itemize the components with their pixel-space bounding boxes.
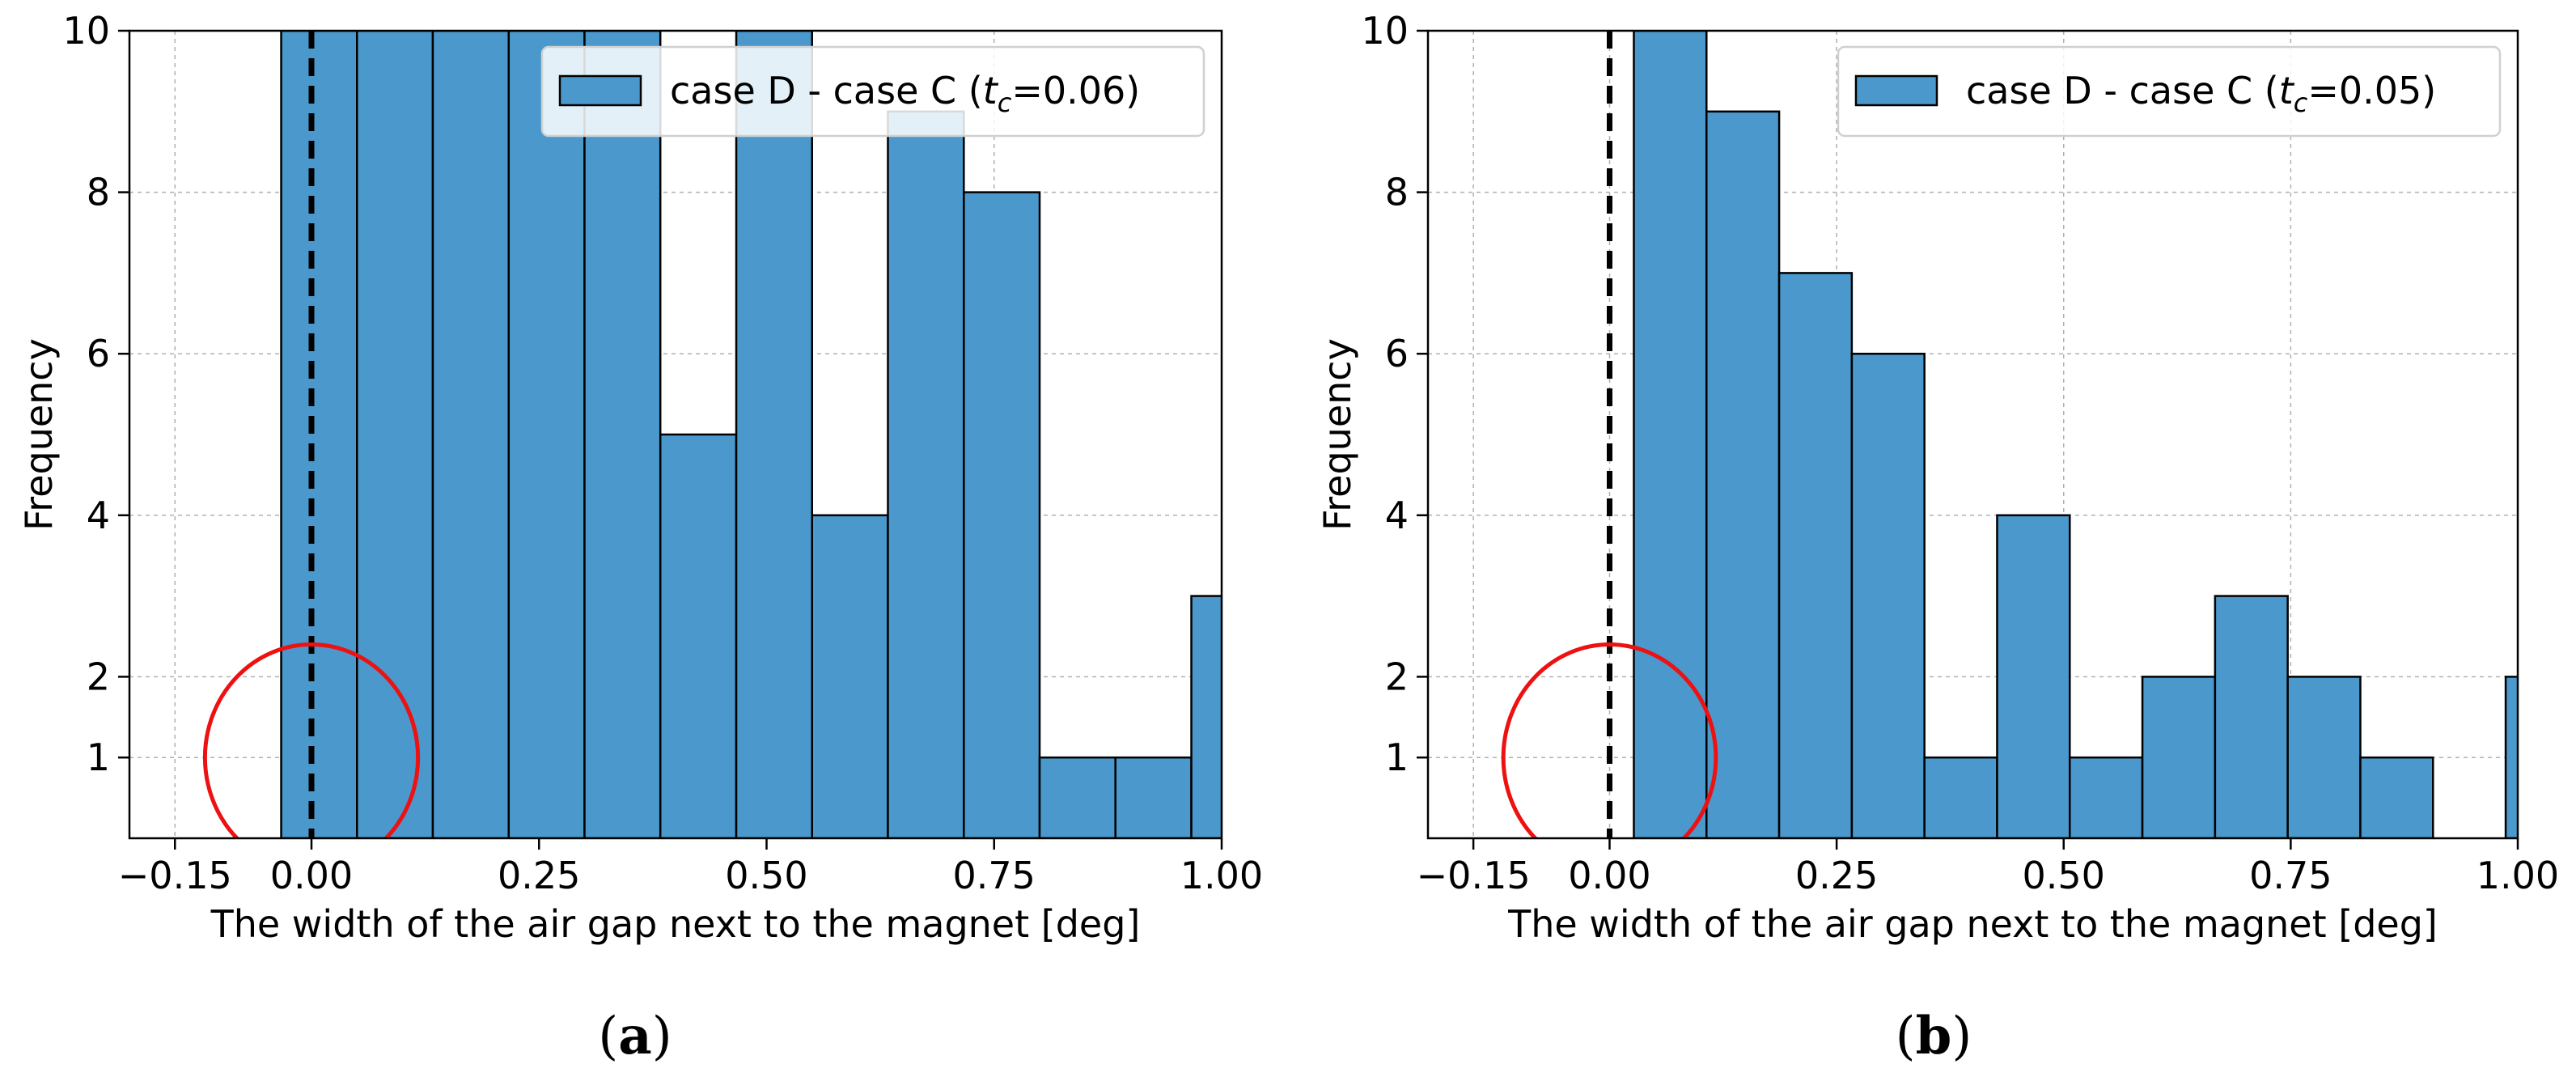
- y-tick-label: 2: [87, 655, 110, 698]
- annotation-circle-group: [1501, 642, 1718, 838]
- histogram-bars: [1633, 31, 2518, 838]
- histogram-bar: [1633, 31, 1708, 838]
- annotation-circle: [1501, 642, 1718, 838]
- y-tick-label: 2: [1385, 655, 1409, 698]
- panel-label: (a): [598, 1006, 672, 1066]
- annotation-circle-group: [202, 642, 421, 838]
- legend-label: case D - case C (tc=0.06): [670, 69, 1140, 118]
- legend-var: t: [983, 69, 999, 112]
- histogram-bar: [1777, 272, 1854, 838]
- legend-suffix: =0.05): [2307, 69, 2436, 112]
- x-tick-label: −0.15: [118, 854, 232, 897]
- histogram-bar: [583, 31, 662, 838]
- panel-label-close: ): [652, 1007, 672, 1066]
- x-axis-label: The width of the air gap next to the mag…: [210, 902, 1141, 946]
- histogram-bar: [280, 31, 358, 838]
- y-tick-label: 1: [1385, 736, 1409, 779]
- x-tick-label: −0.15: [1417, 854, 1531, 897]
- x-tick-label: 0.50: [2023, 854, 2105, 897]
- legend-suffix: =0.06): [1011, 69, 1140, 112]
- annotation-circle: [202, 642, 421, 838]
- x-tick-label: 0.50: [725, 854, 807, 897]
- histogram-bar: [811, 514, 889, 838]
- histogram-bar: [735, 31, 813, 838]
- panel-label-close: ): [1951, 1007, 1972, 1066]
- y-tick-label: 6: [87, 332, 110, 375]
- legend-subscript: c: [2294, 87, 2308, 118]
- plot-frame: [128, 29, 1223, 840]
- panel-label-letter: a: [618, 1006, 651, 1066]
- y-axis-label: Frequency: [17, 338, 61, 531]
- y-tick-label: 6: [1385, 332, 1409, 375]
- chart-panel-b: −0.15 0.00 0.25 0.50 0.75 1.00 1 2 4 6 8 10 The widt…: [1316, 9, 2559, 1066]
- panel-label-open: (: [1896, 1007, 1916, 1066]
- histogram-bar: [1850, 352, 1926, 838]
- x-tick-label: 0.00: [270, 854, 353, 897]
- y-tick-label: 10: [62, 9, 110, 53]
- x-tick-label: 0.25: [498, 854, 580, 897]
- histogram-bar: [2141, 676, 2217, 838]
- y-tick-label: 4: [1385, 494, 1409, 537]
- legend: case D - case C (tc=0.06): [540, 45, 1205, 138]
- x-tick-label: 0.00: [1568, 854, 1650, 897]
- histogram-bar: [2286, 676, 2362, 838]
- y-tick-label: 10: [1361, 9, 1409, 53]
- legend-frame: [540, 45, 1205, 138]
- x-tick-label: 0.25: [1795, 854, 1878, 897]
- plot-frame: [1426, 29, 2519, 840]
- histogram-bar: [431, 31, 511, 838]
- legend: case D - case C (tc=0.05): [1837, 45, 2502, 138]
- x-tick-label: 1.00: [2476, 854, 2559, 897]
- histogram-bar: [2069, 756, 2144, 838]
- y-tick-label: 4: [87, 494, 110, 537]
- legend-label: case D - case C (tc=0.05): [1966, 69, 2436, 118]
- histogram-bar: [963, 191, 1041, 838]
- chart-panel-a: −0.15 0.00 0.25 0.50 0.75 1.00 1 2 4 6 8 10 The widt…: [17, 9, 1263, 1066]
- histogram-bars: [280, 31, 1222, 838]
- histogram-bar: [1705, 110, 1781, 838]
- panel-label-letter: b: [1916, 1006, 1952, 1066]
- histogram-bar: [2214, 595, 2289, 838]
- panel-label-open: (: [598, 1007, 618, 1066]
- histogram-bar: [1923, 756, 1998, 838]
- histogram-bar: [1996, 514, 2071, 838]
- histogram-bar: [1114, 756, 1193, 838]
- histogram-bar: [1190, 595, 1222, 838]
- y-tick-label: 8: [87, 171, 110, 214]
- histogram-bar: [1038, 756, 1116, 838]
- x-tick-label: 0.75: [953, 854, 1036, 897]
- legend-frame: [1837, 45, 2502, 138]
- histogram-bar: [659, 433, 738, 838]
- histogram-bar: [2504, 676, 2518, 838]
- x-tick-label: 1.00: [1180, 854, 1263, 897]
- histogram-bar: [887, 110, 965, 838]
- legend-swatch: [558, 74, 642, 107]
- legend-prefix: case D - case C (: [1966, 69, 2279, 112]
- x-tick-label: 0.75: [2249, 854, 2332, 897]
- histogram-bar: [507, 31, 586, 838]
- y-tick-label: 8: [1385, 171, 1409, 214]
- histogram-bar: [356, 31, 434, 838]
- legend-var: t: [2279, 69, 2295, 112]
- legend-prefix: case D - case C (: [670, 69, 983, 112]
- legend-swatch: [1854, 74, 1938, 107]
- x-axis-label: The width of the air gap next to the mag…: [1507, 902, 2438, 946]
- panel-label: (b): [1896, 1006, 1972, 1066]
- y-tick-label: 1: [87, 736, 110, 779]
- y-axis-label: Frequency: [1316, 338, 1359, 531]
- legend-subscript: c: [998, 87, 1012, 118]
- histogram-bar: [2359, 756, 2434, 838]
